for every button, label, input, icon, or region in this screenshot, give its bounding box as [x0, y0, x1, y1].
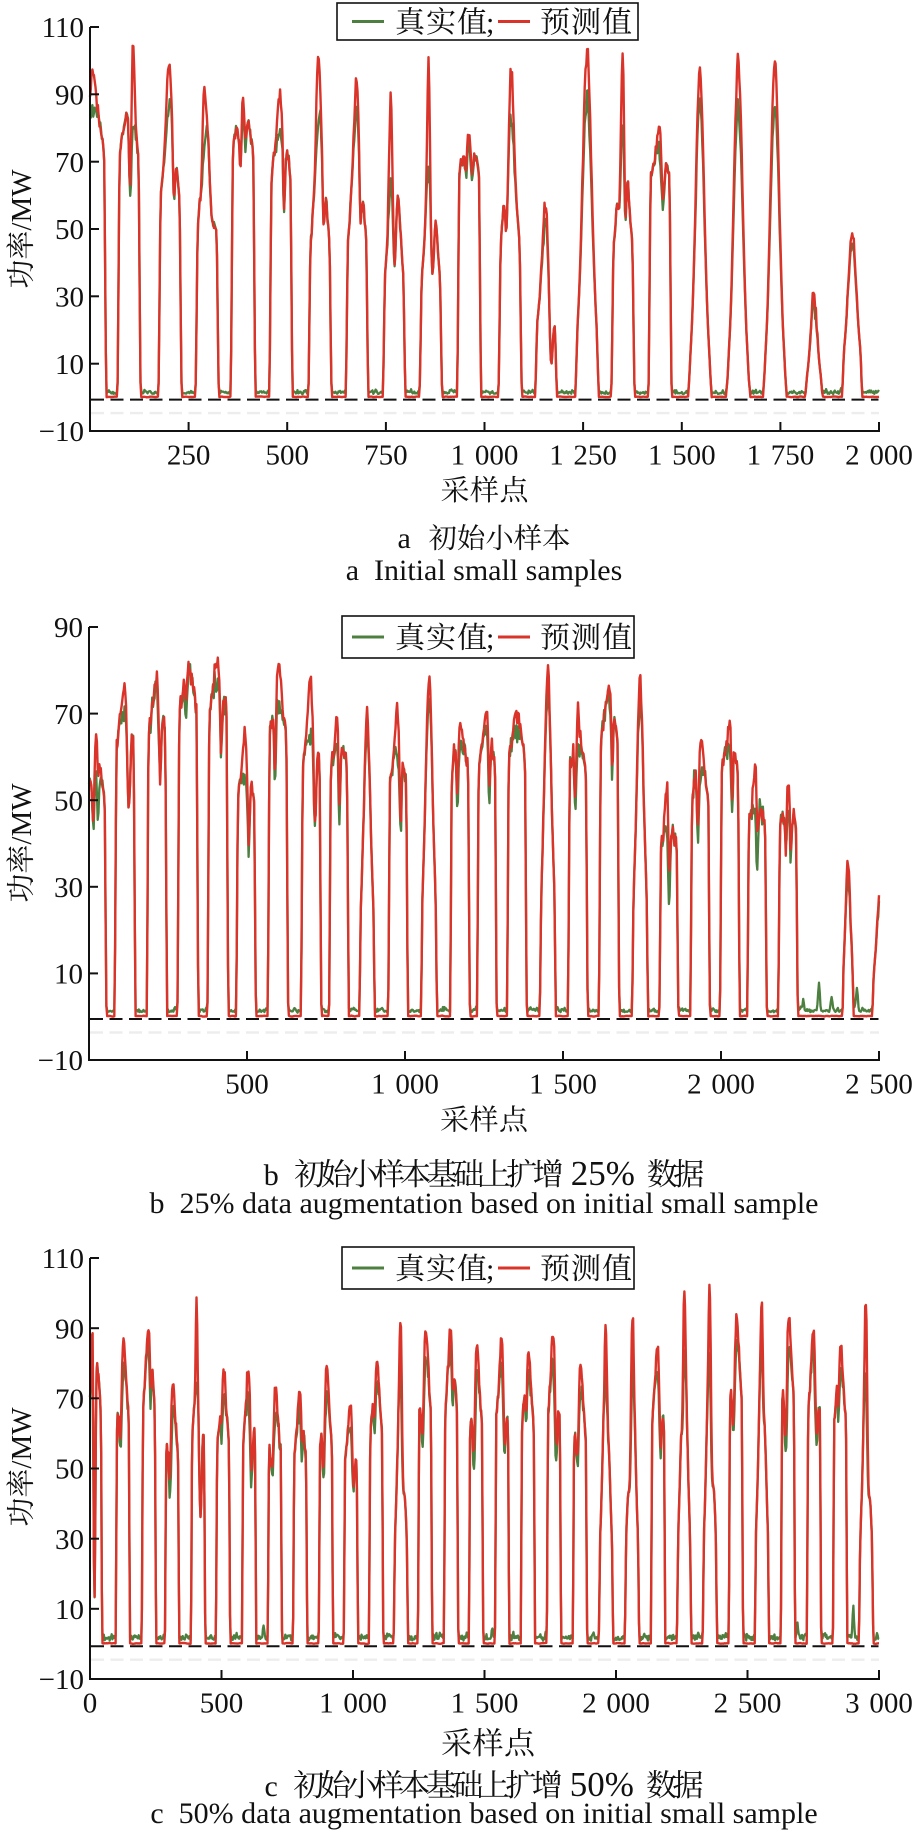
- svg-text:70: 70: [55, 1384, 84, 1416]
- svg-text:c 50% data augmentation based: c 50% data augmentation based on initial…: [150, 1797, 817, 1830]
- svg-text:1 500: 1 500: [451, 1688, 519, 1720]
- svg-text:2 000: 2 000: [845, 440, 912, 472]
- svg-text:−10: −10: [39, 416, 84, 448]
- svg-text:2 000: 2 000: [687, 1069, 755, 1101]
- svg-text:2 500: 2 500: [714, 1688, 782, 1720]
- svg-text:500: 500: [225, 1069, 269, 1101]
- svg-text:;: ;: [486, 622, 494, 655]
- svg-text:50: 50: [54, 785, 83, 817]
- svg-text:1 500: 1 500: [529, 1069, 597, 1101]
- svg-text:2 000: 2 000: [582, 1688, 650, 1720]
- svg-text:70: 70: [55, 147, 84, 179]
- svg-text:a Initial small samples: a Initial small samples: [346, 554, 623, 587]
- svg-text:50: 50: [55, 1454, 84, 1486]
- svg-text:c: c: [265, 1770, 278, 1803]
- svg-text:/MW: /MW: [6, 1407, 38, 1469]
- svg-text:10: 10: [55, 349, 84, 381]
- svg-text:0: 0: [83, 1688, 98, 1720]
- svg-text:90: 90: [54, 612, 83, 644]
- svg-text:b: b: [264, 1159, 279, 1192]
- svg-text:250: 250: [167, 440, 211, 472]
- svg-text:70: 70: [54, 699, 83, 731]
- svg-text:/MW: /MW: [6, 169, 38, 231]
- svg-text:a: a: [398, 522, 411, 555]
- svg-text:−10: −10: [38, 1045, 83, 1077]
- svg-text:25%: 25%: [571, 1154, 635, 1193]
- svg-text:90: 90: [55, 1313, 84, 1345]
- svg-text:1 000: 1 000: [319, 1688, 387, 1720]
- svg-text:1 500: 1 500: [648, 440, 716, 472]
- svg-text:/MW: /MW: [6, 783, 38, 845]
- svg-text:50%: 50%: [570, 1765, 634, 1804]
- svg-text:b 25% data augmentation based: b 25% data augmentation based on initial…: [149, 1187, 818, 1220]
- svg-text:3 000: 3 000: [845, 1688, 912, 1720]
- svg-text:2 500: 2 500: [845, 1069, 912, 1101]
- svg-text:30: 30: [54, 872, 83, 904]
- svg-text:30: 30: [55, 1524, 84, 1556]
- svg-text:500: 500: [265, 440, 309, 472]
- svg-text:1 000: 1 000: [371, 1069, 439, 1101]
- svg-text:1 000: 1 000: [451, 440, 519, 472]
- svg-text:30: 30: [55, 282, 84, 314]
- svg-text:90: 90: [55, 80, 84, 112]
- svg-text:;: ;: [486, 6, 494, 39]
- svg-text:750: 750: [364, 440, 408, 472]
- svg-text:−10: −10: [39, 1664, 84, 1696]
- svg-text:110: 110: [42, 1243, 84, 1275]
- svg-text:110: 110: [42, 12, 84, 44]
- svg-text:500: 500: [200, 1688, 244, 1720]
- svg-text:1 750: 1 750: [747, 440, 815, 472]
- svg-text:50: 50: [55, 214, 84, 246]
- svg-text:10: 10: [55, 1594, 84, 1626]
- svg-text:;: ;: [486, 1253, 494, 1286]
- svg-text:1 250: 1 250: [549, 440, 617, 472]
- svg-text:10: 10: [54, 959, 83, 991]
